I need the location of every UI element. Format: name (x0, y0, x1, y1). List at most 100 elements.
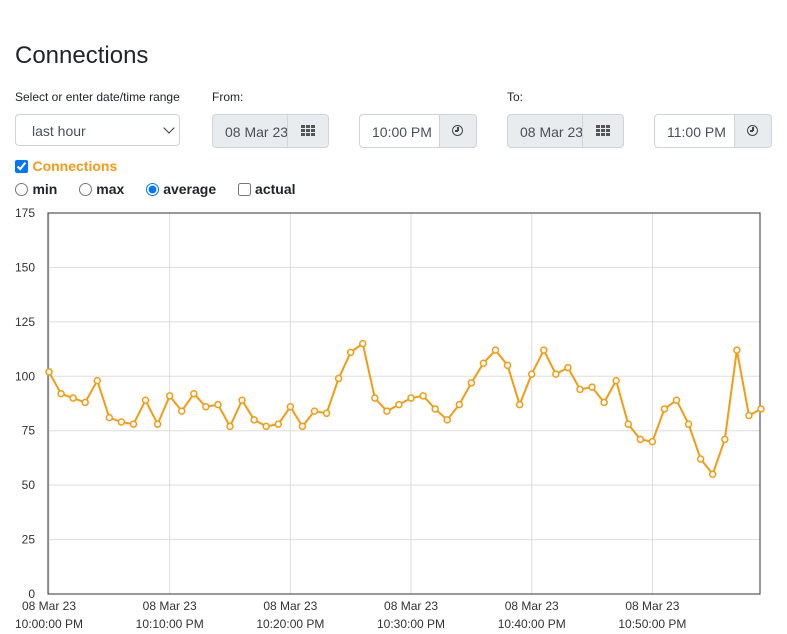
x-tick-time-label: 10:40:00 PM (498, 617, 566, 631)
to-time-field[interactable]: 11:00 PM (654, 114, 735, 148)
page-title: Connections (15, 42, 149, 69)
x-tick-time-label: 10:20:00 PM (256, 617, 324, 631)
mode-min: min (15, 181, 62, 198)
mode-actual-label: actual (255, 181, 296, 197)
data-point (214, 400, 222, 409)
data-point (479, 359, 488, 367)
connections-checkbox-label: Connections (32, 158, 118, 174)
range-select-value: last hour (32, 123, 86, 139)
mode-actual-checkbox[interactable] (237, 183, 251, 197)
range-label: Select or enter date/time range (15, 90, 180, 104)
data-point (540, 346, 548, 354)
data-point (636, 435, 645, 444)
y-tick-label: 25 (22, 533, 36, 547)
data-point (708, 470, 717, 479)
to-date-picker-button[interactable] (583, 114, 624, 148)
mode-max-radio[interactable] (78, 183, 92, 197)
data-point (177, 407, 186, 415)
calendar-grid-icon (301, 125, 316, 136)
data-point (165, 392, 174, 400)
x-tick-date-label: 08 Mar 23 (384, 599, 438, 613)
data-point (238, 396, 246, 404)
data-point (552, 370, 560, 378)
to-label: To: (507, 90, 524, 104)
x-tick-date-label: 08 Mar 23 (625, 599, 679, 613)
data-point (648, 437, 657, 446)
data-point (612, 376, 620, 385)
data-point (527, 370, 536, 378)
data-point (274, 420, 283, 428)
x-tick-time-label: 10:10:00 PM (136, 617, 204, 631)
range-select[interactable]: last hour (15, 114, 180, 146)
data-point (757, 405, 765, 413)
calendar-grid-icon (596, 125, 611, 136)
data-point (202, 403, 210, 411)
data-point (624, 420, 633, 428)
x-tick-date-label: 08 Mar 23 (505, 599, 559, 613)
x-tick-date-label: 08 Mar 23 (22, 599, 76, 613)
data-point (660, 405, 669, 413)
data-point (286, 403, 295, 411)
data-point (491, 346, 500, 354)
x-tick-date-label: 08 Mar 23 (143, 599, 197, 613)
data-point (105, 413, 114, 422)
data-point (45, 368, 53, 376)
connections-checkbox[interactable] (15, 160, 28, 174)
data-point (298, 422, 307, 431)
y-tick-label: 175 (15, 206, 35, 220)
data-point (455, 400, 464, 409)
data-point (57, 389, 65, 398)
mode-min-label: min (32, 181, 58, 197)
mode-average-label: average (163, 181, 217, 197)
data-point (733, 346, 741, 354)
data-point (515, 400, 524, 409)
y-tick-label: 75 (22, 424, 36, 438)
data-point (503, 361, 512, 370)
data-point (443, 416, 451, 424)
data-point (262, 422, 270, 431)
data-point (588, 383, 596, 391)
from-date-picker-button[interactable] (288, 114, 329, 148)
data-point (672, 396, 681, 404)
data-point (576, 385, 584, 394)
data-point (371, 394, 379, 402)
data-point (69, 394, 77, 402)
data-point (600, 398, 608, 407)
data-point (359, 339, 367, 348)
from-time-picker-button[interactable] (440, 114, 477, 148)
clock-icon (452, 125, 463, 136)
mode-min-radio[interactable] (15, 183, 28, 197)
data-point (745, 411, 753, 420)
mode-average-radio[interactable] (145, 183, 159, 197)
data-point (81, 398, 89, 407)
to-time-picker-button[interactable] (735, 114, 772, 148)
mode-actual: actual (237, 181, 296, 198)
data-point (696, 455, 705, 463)
data-point (117, 418, 126, 426)
data-point (419, 392, 427, 400)
x-tick-time-label: 10:30:00 PM (377, 617, 445, 631)
from-time-field[interactable]: 10:00 PM (359, 114, 440, 148)
data-point (395, 400, 403, 409)
data-point (467, 379, 476, 387)
x-tick-date-label: 08 Mar 23 (263, 599, 317, 613)
y-tick-label: 125 (15, 315, 35, 329)
chevron-down-icon (163, 122, 175, 134)
data-point (431, 405, 439, 413)
data-point (226, 422, 234, 431)
data-point (322, 409, 331, 418)
data-point (721, 435, 729, 444)
y-tick-label: 150 (15, 260, 35, 274)
mode-max: max (78, 181, 129, 198)
data-point (407, 394, 415, 402)
data-point (250, 416, 258, 424)
plot-frame (47, 212, 761, 595)
connections-chart: 0 25 50 75 100 125 150 175 08 Mar 23 10:00:00 PM 0… (15, 206, 765, 631)
connections-series-line (48, 341, 762, 477)
data-point (190, 389, 198, 398)
data-point (334, 374, 343, 383)
y-tick-label: 50 (22, 478, 36, 492)
y-tick-label: 0 (28, 587, 35, 601)
to-date-field[interactable]: 08 Mar 23 (507, 114, 583, 148)
from-date-field[interactable]: 08 Mar 23 (212, 114, 288, 148)
